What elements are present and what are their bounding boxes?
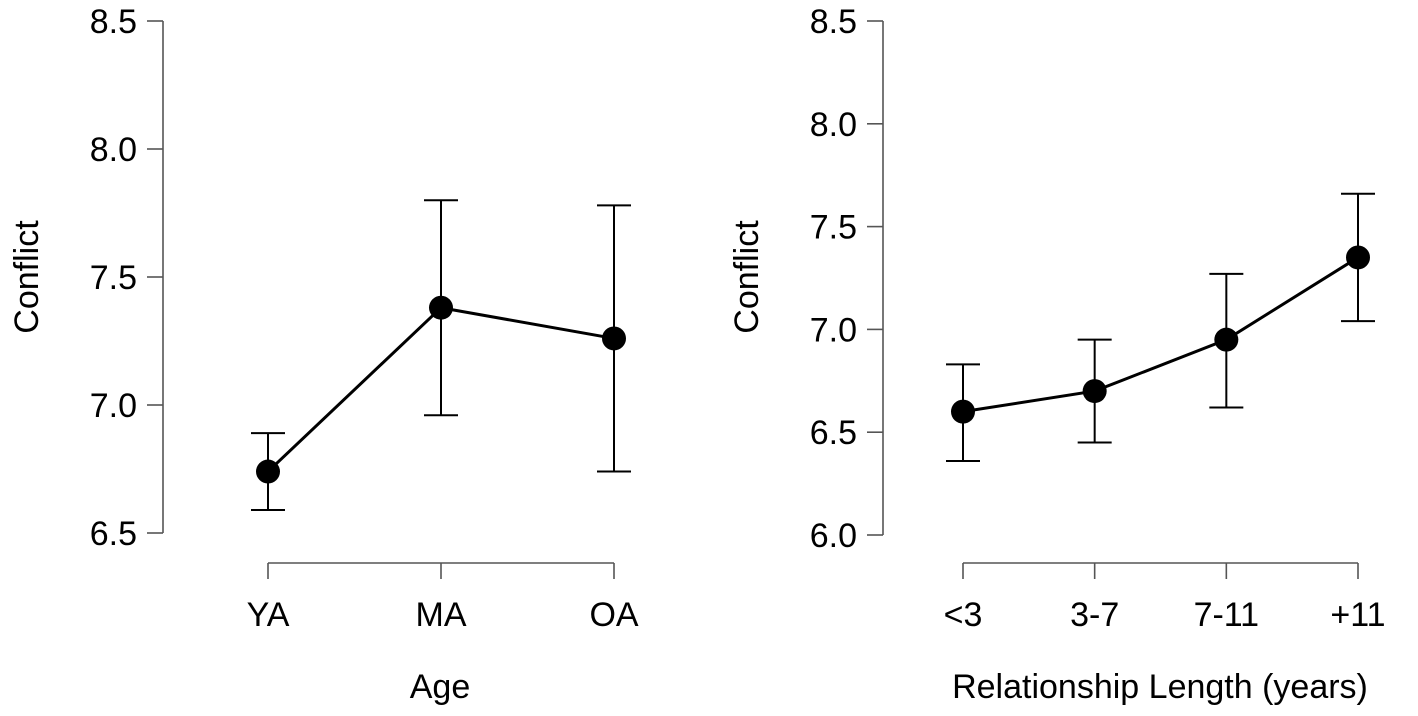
data-point [1082,379,1107,404]
age-panel: 6.5 7.0 7.5 8.0 8.5 YA MA OA Age Conflict [8,3,639,706]
y-tick-label: 6.0 [810,517,857,555]
y-tick-label: 8.0 [90,131,137,169]
data-point [602,326,626,351]
y-tick-label: 8.5 [810,3,857,41]
x-axis-title: Relationship Length (years) [952,668,1368,706]
y-tick-label: 7.0 [810,311,857,349]
x-tick-label: <3 [944,596,983,634]
y-tick-label: 8.0 [810,106,857,144]
x-axis-title: Age [410,668,471,706]
relationship-length-panel: 6.0 6.5 7.0 7.5 8.0 8.5 <3 3-7 7-11 +11 Relationsh… [728,3,1386,706]
x-tick-label: 3-7 [1070,596,1119,634]
y-axis-title: Conflict [8,220,46,334]
series-line [962,256,1359,414]
y-tick-label: 7.0 [90,387,137,425]
x-tick-label: OA [589,596,638,634]
data-point [256,459,280,484]
y-axis-title: Conflict [728,220,766,334]
y-tick-label: 7.5 [810,209,857,247]
data-point [951,399,975,424]
x-tick-label: MA [416,596,467,634]
y-tick-label: 6.5 [90,515,137,553]
data-point [1346,245,1370,270]
y-tick-label: 8.5 [90,3,137,41]
x-tick-label: +11 [1330,596,1385,634]
data-point [1214,327,1239,352]
y-tick-label: 7.5 [90,259,137,297]
x-tick-label: 7-11 [1194,596,1260,634]
data-point [429,295,453,320]
y-tick-label: 6.5 [810,414,857,452]
x-tick-label: YA [247,596,290,634]
